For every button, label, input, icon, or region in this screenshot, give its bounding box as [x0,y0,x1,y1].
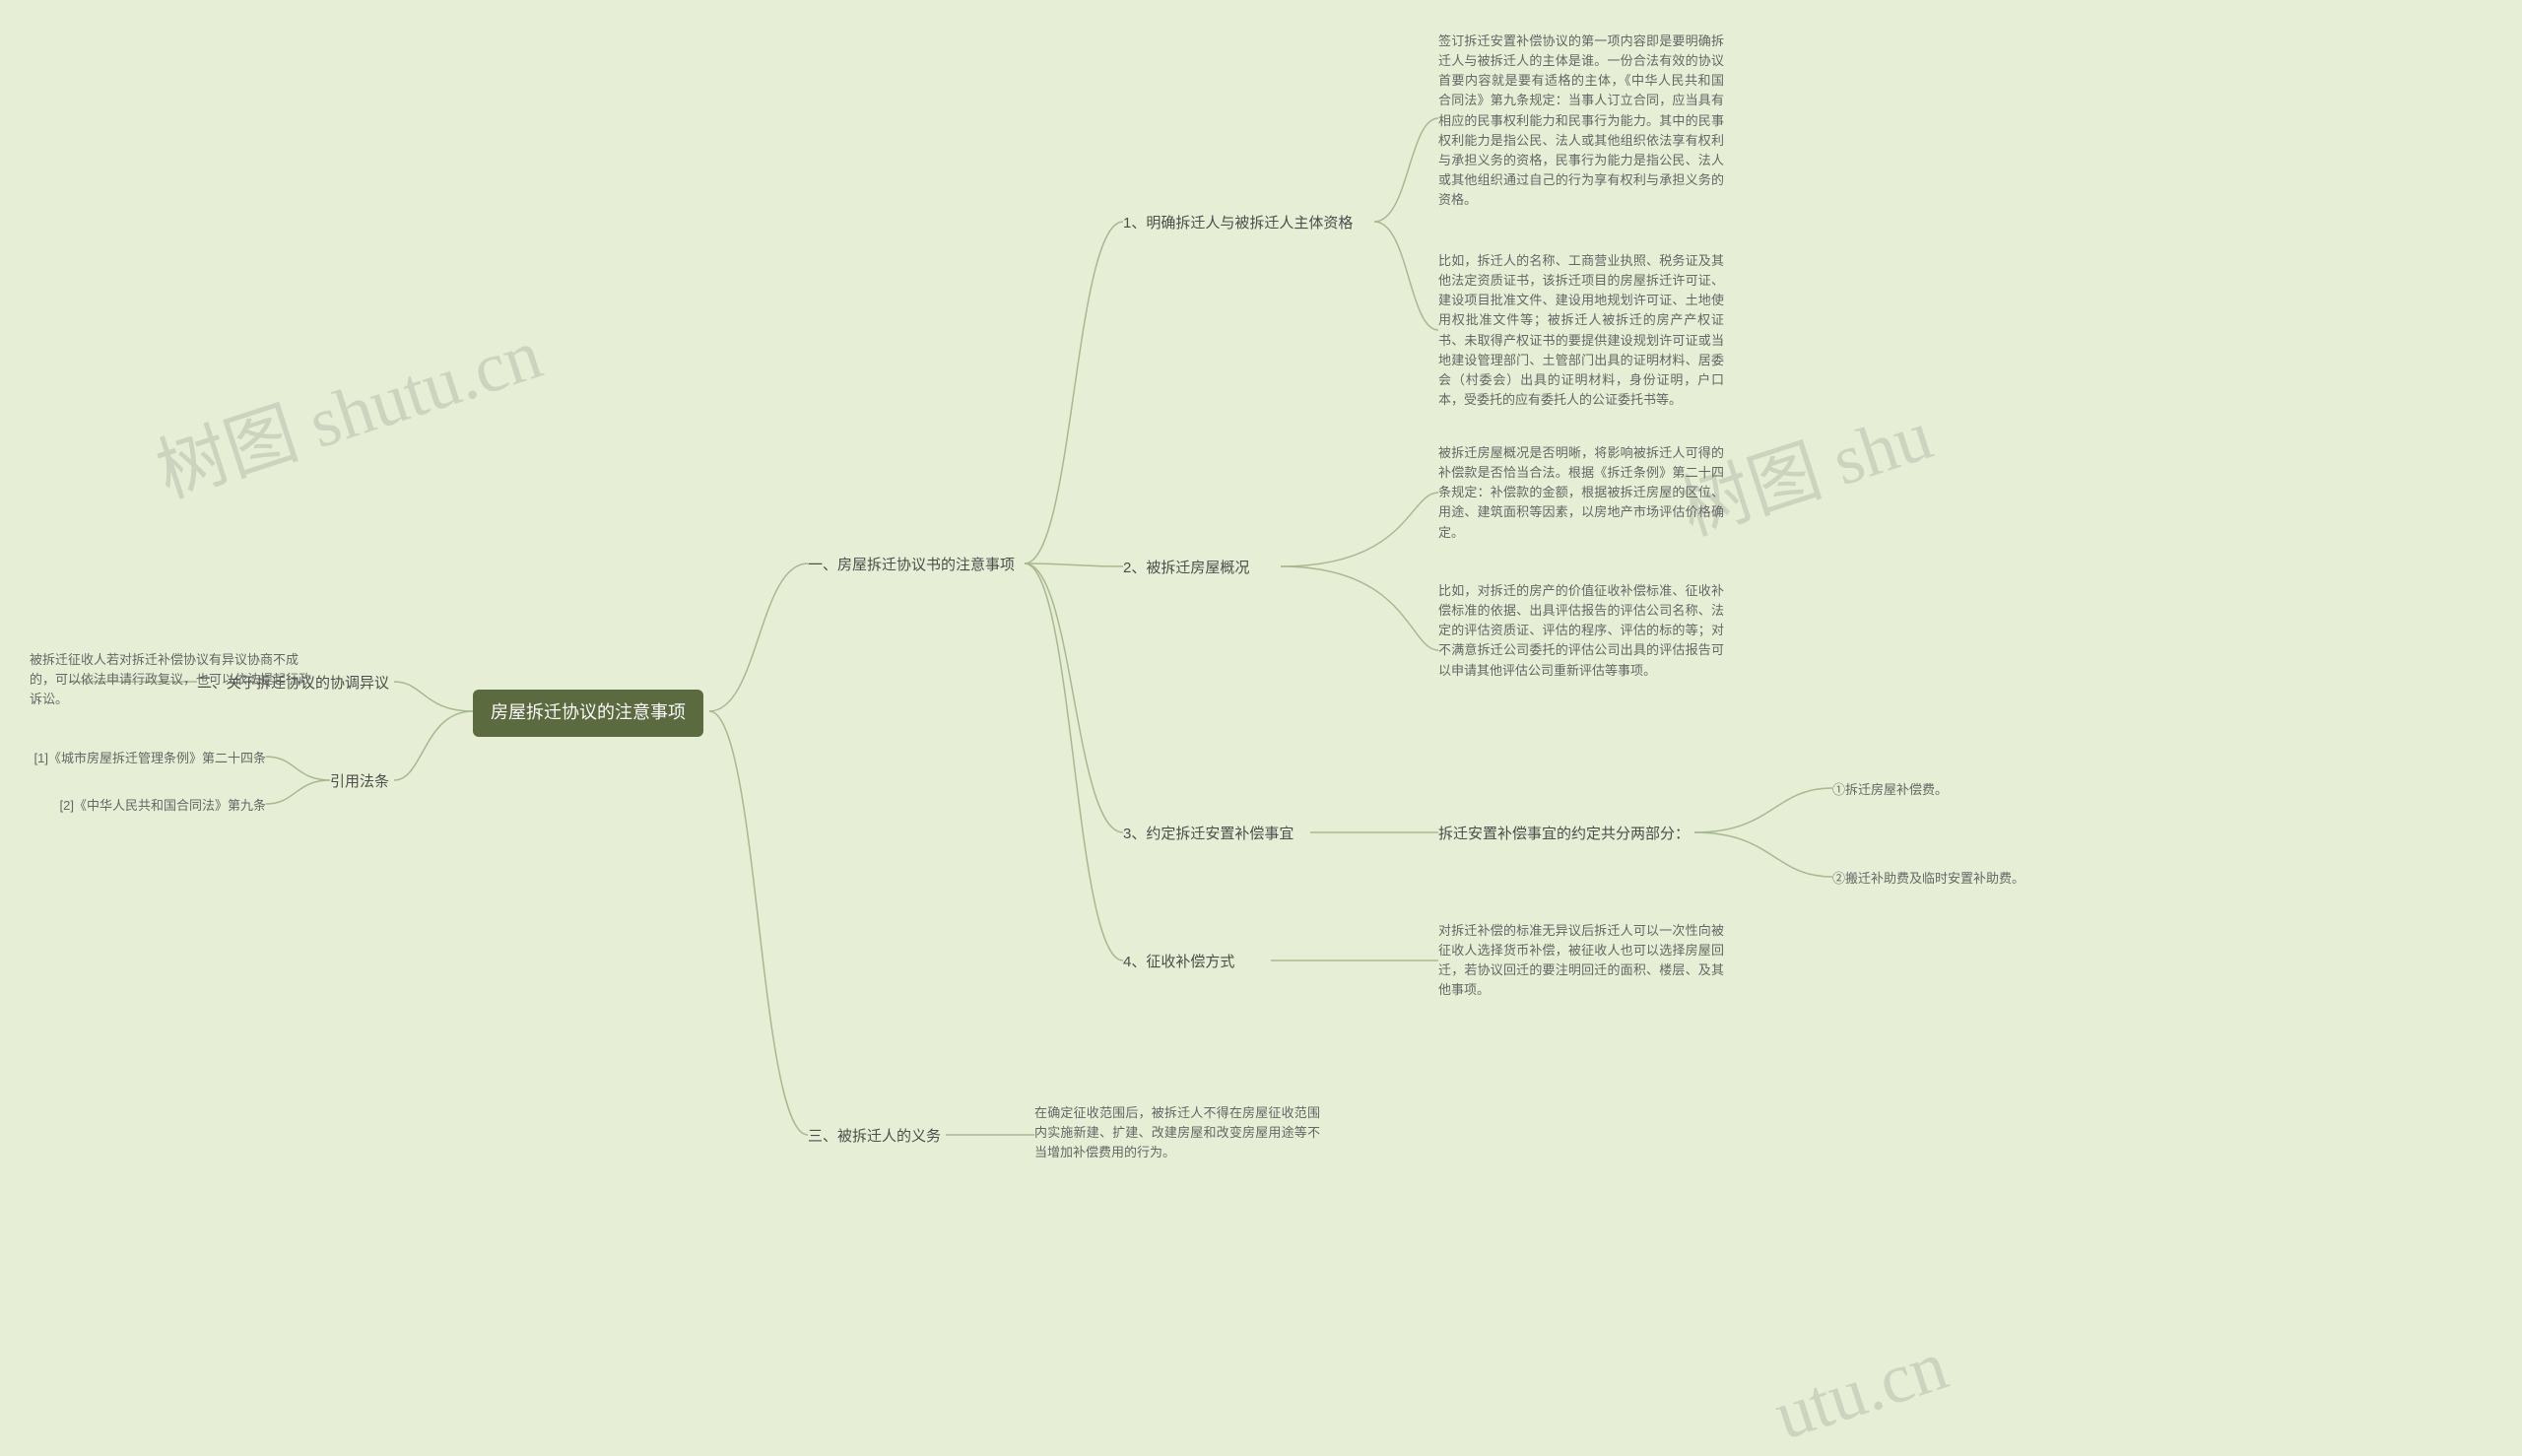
branch-1-item-2-leaf-2: 比如，对拆迁的房产的价值征收补偿标准、征收补偿标准的依据、出具评估报告的评估公司… [1438,581,1724,681]
root-node: 房屋拆迁协议的注意事项 [473,690,703,737]
branch-1-item-3-sub: 拆迁安置补偿事宜的约定共分两部分： [1438,823,1690,845]
branch-1-item-3-leaf-2: ②搬迁补助费及临时安置补助费。 [1832,869,2069,889]
branch-1-item-2-leaf-1: 被拆迁房屋概况是否明晰，将影响被拆迁人可得的补偿款是否恰当合法。根据《拆迁条例》… [1438,443,1724,543]
branch-1-item-1-leaf-1: 签订拆迁安置补偿协议的第一项内容即是要明确拆迁人与被拆迁人的主体是谁。一份合法有… [1438,32,1724,210]
branch-1-item-3-leaf-1: ①拆迁房屋补偿费。 [1832,780,2029,800]
branch-1-item-1: 1、明确拆迁人与被拆迁人主体资格 [1123,212,1353,234]
branch-1-item-1-leaf-2: 比如，拆迁人的名称、工商营业执照、税务证及其他法定资质证书，该拆迁项目的房屋拆迁… [1438,251,1724,410]
branch-1-item-4-leaf-1: 对拆迁补偿的标准无异议后拆迁人可以一次性向被征收人选择货币补偿，被征收人也可以选… [1438,921,1724,1001]
branch-1-item-3: 3、约定拆迁安置补偿事宜 [1123,823,1294,845]
branch-1-item-2: 2、被拆迁房屋概况 [1123,557,1249,579]
branch-4-label: 引用法条 [330,770,389,793]
branch-4-leaf-2: [2]《中华人民共和国合同法》第九条 [0,796,266,816]
branch-3-leaf-1: 在确定征收范围后，被拆迁人不得在房屋征收范围内实施新建、扩建、改建房屋和改变房屋… [1034,1103,1320,1162]
branch-3-label: 三、被拆迁人的义务 [808,1125,941,1148]
branch-4-leaf-1: [1]《城市房屋拆迁管理条例》第二十四条 [0,749,266,768]
branch-1-item-4: 4、征收补偿方式 [1123,951,1234,973]
branch-1-label: 一、房屋拆迁协议书的注意事项 [808,554,1015,576]
watermark: 树图 shutu.cn [142,296,553,517]
watermark: utu.cn [1765,1325,1958,1456]
connectors [0,0,2522,1394]
branch-2-leaf-1b: 被拆迁征收人若对拆迁补偿协议有异议协商不成的，可以依法申请行政复议，也可以依法提… [30,650,315,709]
